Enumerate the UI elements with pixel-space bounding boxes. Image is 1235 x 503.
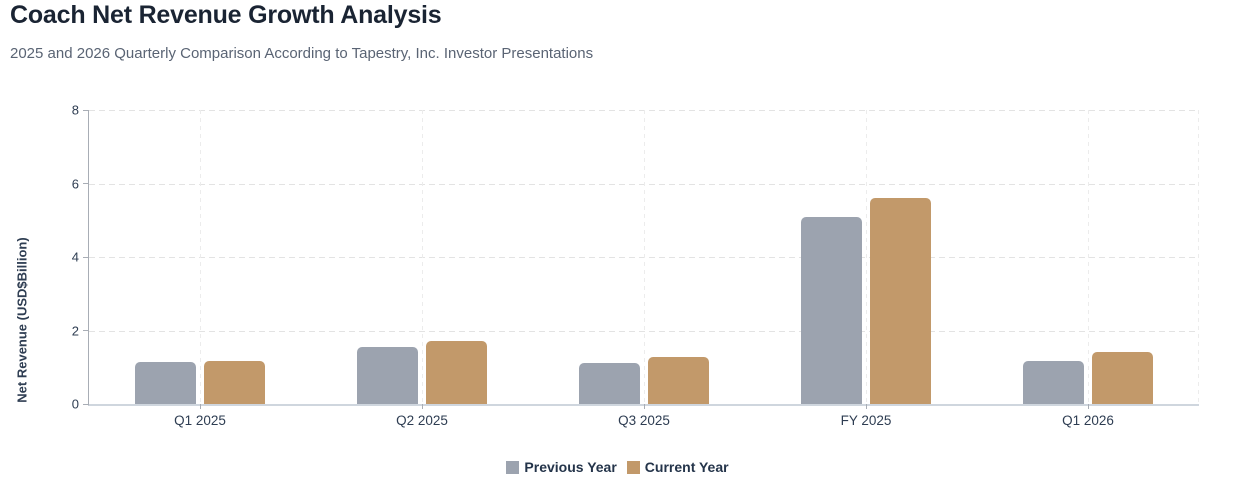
y-axis-title: Net Revenue (USD$Billion) xyxy=(14,237,30,403)
x-tick-mark xyxy=(199,404,201,409)
legend-item-previous-year[interactable]: Previous Year xyxy=(506,459,617,475)
y-tick-mark xyxy=(83,256,89,258)
legend-label: Previous Year xyxy=(524,459,617,475)
x-tick-mark xyxy=(421,404,423,409)
x-category-label: Q1 2026 xyxy=(1062,413,1114,428)
bar-current-year-fy-2025[interactable] xyxy=(870,197,931,404)
gridline-vertical-right-edge xyxy=(1198,110,1199,404)
y-tick-label: 6 xyxy=(71,176,79,191)
chart-legend: Previous Year Current Year xyxy=(0,459,1235,475)
gridline-vertical xyxy=(865,110,867,404)
gridline-vertical xyxy=(1087,110,1089,404)
x-category-label: FY 2025 xyxy=(840,413,892,428)
bar-current-year-q1-2026[interactable] xyxy=(1092,351,1153,404)
y-tick-label: 2 xyxy=(71,323,79,338)
x-tick-mark xyxy=(1087,404,1089,409)
y-tick-mark xyxy=(83,183,89,184)
x-category-label: Q3 2025 xyxy=(618,413,670,428)
gridline-vertical xyxy=(421,110,423,404)
x-category-label: Q1 2025 xyxy=(174,413,226,428)
y-tick-label: 4 xyxy=(71,249,79,265)
bar-current-year-q2-2025[interactable] xyxy=(426,341,487,404)
y-tick-label: 0 xyxy=(71,396,79,412)
bar-previous-year-q3-2025[interactable] xyxy=(579,362,640,404)
bar-current-year-q1-2025[interactable] xyxy=(204,361,265,404)
bar-previous-year-q1-2025[interactable] xyxy=(135,361,196,404)
legend-swatch-icon xyxy=(626,460,640,474)
bar-current-year-q3-2025[interactable] xyxy=(648,356,709,404)
y-tick-mark xyxy=(83,109,89,111)
x-tick-mark xyxy=(865,404,867,409)
bar-previous-year-q1-2026[interactable] xyxy=(1023,361,1084,404)
y-tick-label: 8 xyxy=(71,102,79,118)
page-subtitle: 2025 and 2026 Quarterly Comparison Accor… xyxy=(10,45,594,62)
bar-previous-year-fy-2025[interactable] xyxy=(801,216,862,404)
page-title: Coach Net Revenue Growth Analysis xyxy=(10,1,442,29)
legend-item-current-year[interactable]: Current Year xyxy=(626,459,729,475)
gridline-vertical xyxy=(643,110,645,404)
x-category-label: Q2 2025 xyxy=(396,413,448,428)
y-tick-mark xyxy=(83,330,89,331)
y-tick-mark xyxy=(83,403,89,405)
legend-label: Current Year xyxy=(644,459,729,475)
x-tick-mark xyxy=(643,404,645,409)
gridline-vertical xyxy=(199,110,201,404)
plot-area: 0 2 4 6 8 Q1 2025 Q2 2025 Q3 2025 FY 2025 Q1 2026 xyxy=(72,103,1199,428)
bar-previous-year-q2-2025[interactable] xyxy=(357,347,418,404)
legend-swatch-icon xyxy=(506,460,520,474)
